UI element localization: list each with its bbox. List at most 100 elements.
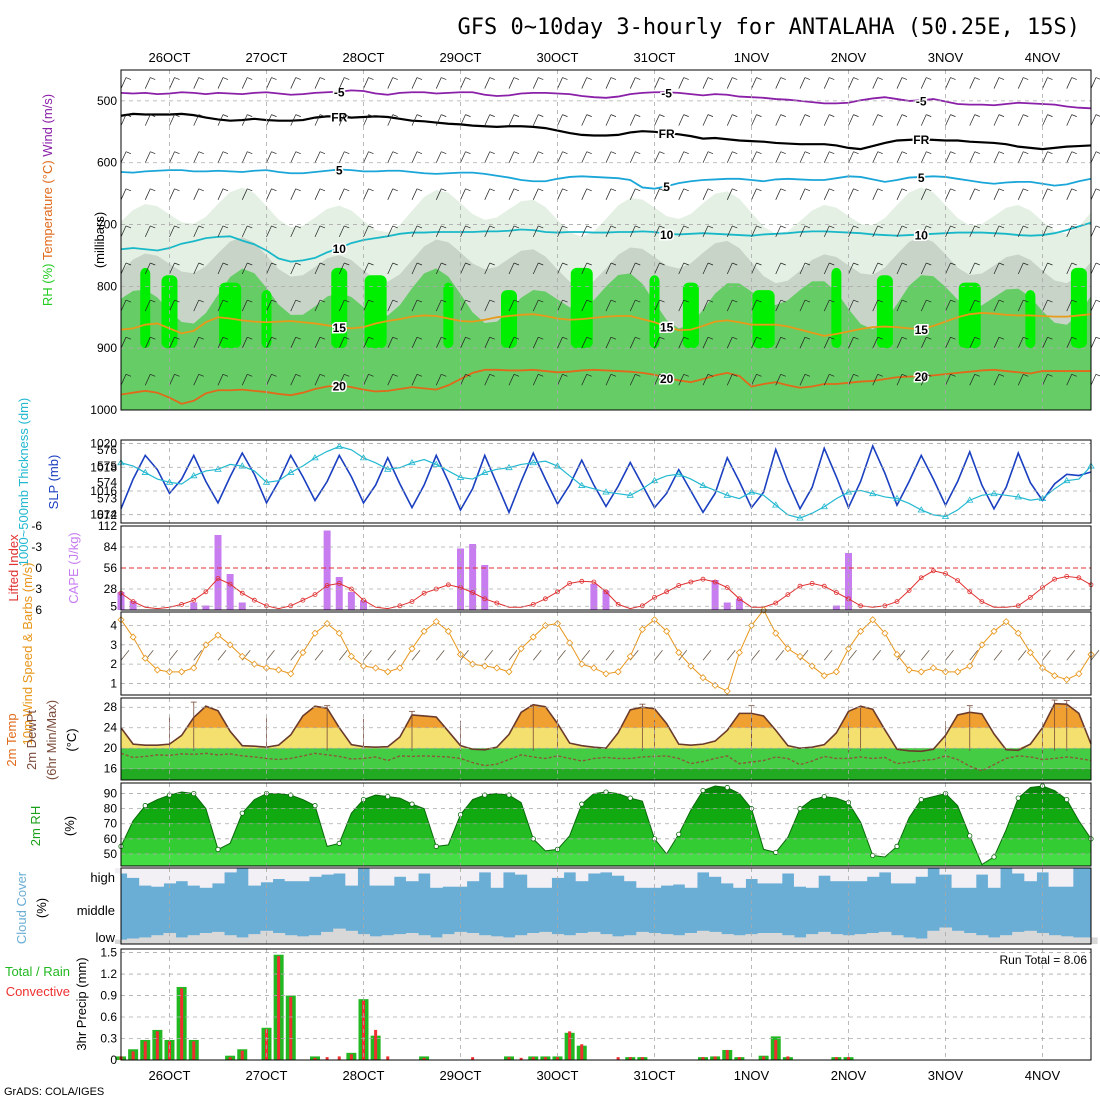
wind-barb-4-3 — [169, 188, 175, 200]
wind-barb-0-3 — [120, 188, 127, 200]
upper-air-ytick-2: 700 — [97, 218, 117, 232]
wind-barb-flag-60-8 — [853, 373, 859, 377]
conv-bar-2 — [143, 1041, 147, 1060]
thickness-point-70 — [966, 496, 974, 503]
wind-barb-80-8 — [1090, 374, 1097, 386]
wind-barb-74-2 — [1017, 151, 1024, 163]
wind-barb-66-7 — [920, 337, 927, 349]
wind10-point-73 — [1002, 618, 1010, 626]
wind-barb-flag-54-4 — [780, 225, 786, 229]
wind10-point-6 — [190, 664, 198, 672]
wind-barb-flag-12-2 — [271, 151, 277, 155]
wind-barb-flag-38-6 — [586, 299, 592, 303]
wind-barb-flag-42-8 — [635, 373, 641, 377]
wind-barb-flag-0-7 — [125, 336, 132, 340]
wind-barb-64-2 — [896, 151, 903, 163]
wind-barb-flag-68-5 — [950, 262, 956, 266]
wind-barb-30-3 — [484, 188, 491, 200]
cape-bar-30 — [481, 565, 489, 610]
cloud-low-5 — [175, 937, 189, 944]
thickness-point-38 — [578, 481, 586, 488]
wind-barb-flag-50-4 — [732, 225, 738, 229]
wind-barb-8-4 — [217, 225, 224, 238]
conv-bar-21 — [374, 1029, 378, 1060]
wind10-barb-76 — [1042, 650, 1051, 661]
wind-barb-flag-0-8 — [125, 373, 132, 377]
wind-barb-26-2 — [435, 151, 442, 163]
wind-barb-44-1 — [654, 114, 660, 126]
wind-barb-38-6 — [581, 299, 588, 312]
wind-barb-flag-4-4 — [174, 225, 180, 229]
wind-barb-flag-50-5 — [732, 262, 738, 266]
wind-barb-10-3 — [241, 188, 248, 200]
conv-bar-14 — [289, 996, 293, 1060]
wind-barb-70-2 — [969, 151, 976, 163]
wind-barb-flag-76-1 — [1047, 114, 1053, 117]
wind-barb-flag-72-2 — [998, 151, 1005, 155]
cape-bar-28 — [457, 548, 464, 610]
wind-barb-flag-46-5 — [683, 262, 689, 266]
wind-barb-70-7 — [969, 337, 976, 349]
thickness-point-8 — [214, 465, 222, 472]
wind-barb-56-3 — [799, 188, 806, 200]
conv-bar-17 — [325, 1057, 329, 1060]
wind-barb-flag-62-2 — [877, 151, 883, 155]
wind10-barb-50 — [726, 650, 736, 661]
wind10-barb-32 — [508, 650, 518, 661]
li-point-56 — [797, 583, 803, 589]
wind-barb-52-0 — [751, 77, 757, 89]
cloud-low-9 — [224, 935, 237, 944]
wind-barb-flag-40-4 — [610, 225, 617, 229]
wind-barb-flag-34-6 — [538, 299, 544, 303]
wind-barb-flag-34-3 — [538, 188, 544, 192]
wind-barb-flag-34-5 — [538, 262, 544, 266]
rh-point-18 — [336, 840, 342, 846]
wind-barb-18-0 — [338, 77, 345, 89]
wind-barb-flag-44-1 — [659, 114, 665, 117]
wind-barb-flag-26-8 — [441, 373, 447, 377]
wind10-point-8 — [214, 631, 222, 639]
wind-barb-52-6 — [751, 299, 757, 312]
cape-bar-60 — [845, 553, 852, 610]
wind-barb-flag-10-4 — [247, 225, 253, 229]
conv-bar-42 — [628, 1057, 632, 1060]
rh-point-78 — [1064, 796, 1070, 803]
conv-bar-9 — [228, 1057, 232, 1060]
wind-barb-flag-2-1 — [150, 114, 156, 117]
wind-barb-flag-74-7 — [1023, 336, 1029, 340]
wind-barb-flag-52-4 — [756, 225, 762, 229]
cloud-high-66 — [915, 868, 928, 877]
wind-barb-flag-56-5 — [804, 262, 811, 266]
cloud-low-72 — [987, 937, 1001, 944]
wind-barb-flag-44-0 — [659, 77, 665, 80]
wind-barb-flag-0-0 — [125, 77, 132, 80]
wind10-barb-12 — [266, 650, 275, 661]
date-bottom-8: 3NOV — [928, 1068, 964, 1083]
date-top-6: 1NOV — [734, 50, 770, 65]
wind10-barb-52 — [751, 650, 760, 661]
cloud-low-37 — [563, 935, 577, 944]
cloud-low-39 — [587, 931, 601, 944]
li-point-55 — [785, 592, 791, 597]
wind-barb-30-8 — [484, 374, 491, 386]
wind-barb-8-3 — [217, 188, 224, 200]
wind-barb-12-2 — [266, 151, 272, 163]
wind-ytick-0: 1 — [110, 676, 117, 690]
conv-bar-4 — [168, 1041, 171, 1060]
wind-barb-2-3 — [144, 188, 151, 200]
cloud-low-41 — [612, 936, 625, 944]
wind-barb-62-2 — [872, 151, 879, 163]
wind-barb-46-8 — [678, 374, 685, 386]
wind-barb-66-8 — [920, 374, 927, 386]
conv-bar-51 — [737, 1057, 741, 1060]
wind-barb-flag-70-0 — [974, 77, 980, 80]
wind-barb-24-5 — [411, 262, 418, 275]
li-point-75 — [1027, 595, 1033, 600]
li-point-58 — [821, 583, 827, 589]
cloud-high-54 — [769, 868, 783, 884]
date-top-5: 31OCT — [634, 50, 676, 65]
wind-barb-flag-30-0 — [489, 77, 495, 80]
rh-ytick-4: 90 — [104, 787, 118, 801]
thickness-point-48 — [699, 481, 707, 488]
wind-barb-6-2 — [193, 151, 200, 163]
